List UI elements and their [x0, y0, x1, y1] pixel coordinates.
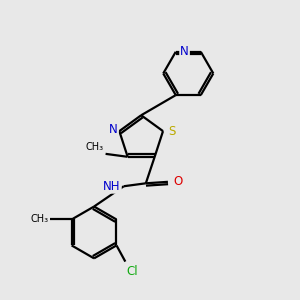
Text: O: O — [174, 175, 183, 188]
Text: Cl: Cl — [127, 265, 138, 278]
Text: N: N — [109, 123, 118, 136]
Text: NH: NH — [103, 180, 121, 193]
Text: S: S — [168, 124, 176, 138]
Text: N: N — [180, 45, 189, 58]
Text: CH₃: CH₃ — [86, 142, 104, 152]
Text: CH₃: CH₃ — [31, 214, 49, 224]
